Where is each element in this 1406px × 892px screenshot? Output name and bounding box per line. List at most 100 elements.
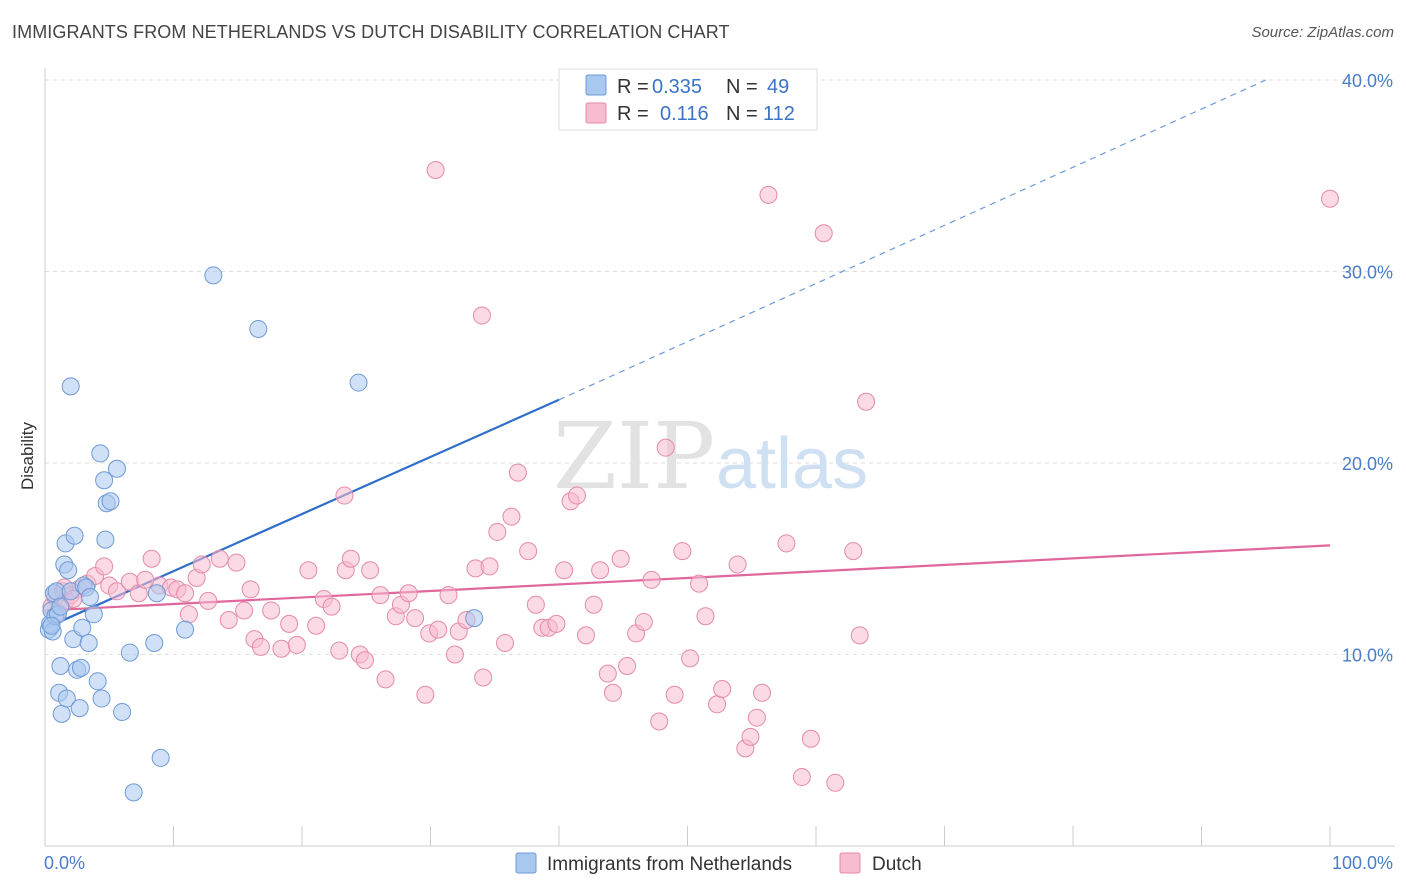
data-point bbox=[251, 637, 270, 656]
data-points bbox=[39, 161, 1339, 802]
data-point bbox=[52, 704, 71, 723]
data-point bbox=[73, 618, 92, 637]
data-point bbox=[280, 614, 299, 633]
axes bbox=[44, 68, 1395, 847]
source-credit: Source: ZipAtlas.com bbox=[1251, 24, 1394, 41]
data-point bbox=[287, 635, 306, 654]
data-point bbox=[376, 670, 395, 689]
data-point bbox=[71, 658, 90, 677]
data-point bbox=[80, 588, 99, 607]
data-point bbox=[142, 549, 161, 568]
legend-n-label: N = bbox=[726, 76, 758, 98]
data-point bbox=[371, 586, 390, 605]
legend-r-label: R = bbox=[617, 76, 649, 98]
data-point bbox=[113, 702, 132, 721]
data-point bbox=[576, 626, 595, 645]
data-point bbox=[618, 656, 637, 675]
data-point bbox=[474, 668, 493, 687]
data-point bbox=[42, 616, 61, 635]
data-point bbox=[681, 649, 700, 668]
data-point bbox=[650, 712, 669, 731]
data-point bbox=[567, 486, 586, 505]
data-point bbox=[335, 486, 354, 505]
data-point bbox=[406, 609, 425, 628]
data-point bbox=[759, 185, 778, 204]
data-point bbox=[634, 612, 653, 631]
data-point bbox=[696, 607, 715, 626]
data-point bbox=[445, 645, 464, 664]
data-point bbox=[272, 639, 291, 658]
data-point bbox=[713, 679, 732, 698]
data-point bbox=[519, 542, 538, 561]
y-tick-label: 20.0% bbox=[1342, 454, 1393, 474]
data-point bbox=[107, 459, 126, 478]
data-point bbox=[526, 595, 545, 614]
data-point bbox=[642, 570, 661, 589]
legend-r-label: R = bbox=[617, 103, 649, 125]
data-point bbox=[708, 695, 727, 714]
data-point bbox=[584, 595, 603, 614]
data-point bbox=[814, 224, 833, 243]
data-point bbox=[176, 584, 195, 603]
data-point bbox=[826, 773, 845, 792]
bottom-legend-label-netherlands: Immigrants from Netherlands bbox=[547, 854, 792, 875]
data-point bbox=[844, 542, 863, 561]
data-point bbox=[355, 651, 374, 670]
data-point bbox=[91, 444, 110, 463]
legend-n-label: N = bbox=[726, 103, 758, 125]
data-point bbox=[591, 561, 610, 580]
y-tick-label: 30.0% bbox=[1342, 263, 1393, 283]
watermark-atlas: atlas bbox=[716, 424, 868, 504]
data-point bbox=[341, 549, 360, 568]
data-point bbox=[598, 664, 617, 683]
legend: R = 0.335 N = 49 R = 0.116 N = 112 bbox=[558, 68, 818, 131]
y-tick-label: 40.0% bbox=[1342, 71, 1393, 91]
data-point bbox=[59, 561, 78, 580]
data-point bbox=[136, 570, 155, 589]
data-point bbox=[199, 591, 218, 610]
data-point bbox=[547, 614, 566, 633]
data-point bbox=[777, 534, 796, 553]
data-point bbox=[95, 557, 114, 576]
data-point bbox=[65, 526, 84, 545]
data-point bbox=[792, 768, 811, 787]
data-point bbox=[70, 699, 89, 718]
data-point bbox=[656, 438, 675, 457]
data-point bbox=[741, 727, 760, 746]
data-point bbox=[857, 392, 876, 411]
legend-r-value: 0.116 bbox=[660, 103, 709, 125]
data-point bbox=[57, 689, 76, 708]
bottom-legend: Immigrants from Netherlands Dutch bbox=[515, 852, 922, 875]
data-point bbox=[801, 729, 820, 748]
data-point bbox=[299, 561, 318, 580]
data-point bbox=[210, 549, 229, 568]
data-point bbox=[361, 561, 380, 580]
data-point bbox=[690, 574, 709, 593]
data-point bbox=[472, 306, 491, 325]
data-point bbox=[465, 609, 484, 628]
data-point bbox=[747, 708, 766, 727]
y-tick-labels: 10.0% 20.0% 30.0% 40.0% bbox=[1342, 71, 1393, 666]
data-point bbox=[322, 597, 341, 616]
data-point bbox=[307, 616, 326, 635]
data-point bbox=[235, 601, 254, 620]
data-point bbox=[429, 620, 448, 639]
data-point bbox=[84, 605, 103, 624]
data-point bbox=[51, 597, 70, 616]
data-point bbox=[349, 373, 368, 392]
data-point bbox=[151, 748, 170, 767]
y-axis-label: Disability bbox=[18, 421, 37, 490]
data-point bbox=[227, 553, 246, 572]
data-point bbox=[399, 584, 418, 603]
data-point bbox=[330, 641, 349, 660]
watermark: ZIP atlas bbox=[553, 403, 868, 510]
data-point bbox=[262, 601, 281, 620]
y-tick-label: 10.0% bbox=[1342, 646, 1393, 666]
data-point bbox=[95, 471, 114, 490]
bottom-legend-label-dutch: Dutch bbox=[872, 854, 922, 875]
x-tick-label: 0.0% bbox=[44, 853, 85, 873]
data-point bbox=[204, 266, 223, 285]
bottom-legend-swatch-dutch bbox=[839, 852, 861, 874]
data-point bbox=[488, 522, 507, 541]
